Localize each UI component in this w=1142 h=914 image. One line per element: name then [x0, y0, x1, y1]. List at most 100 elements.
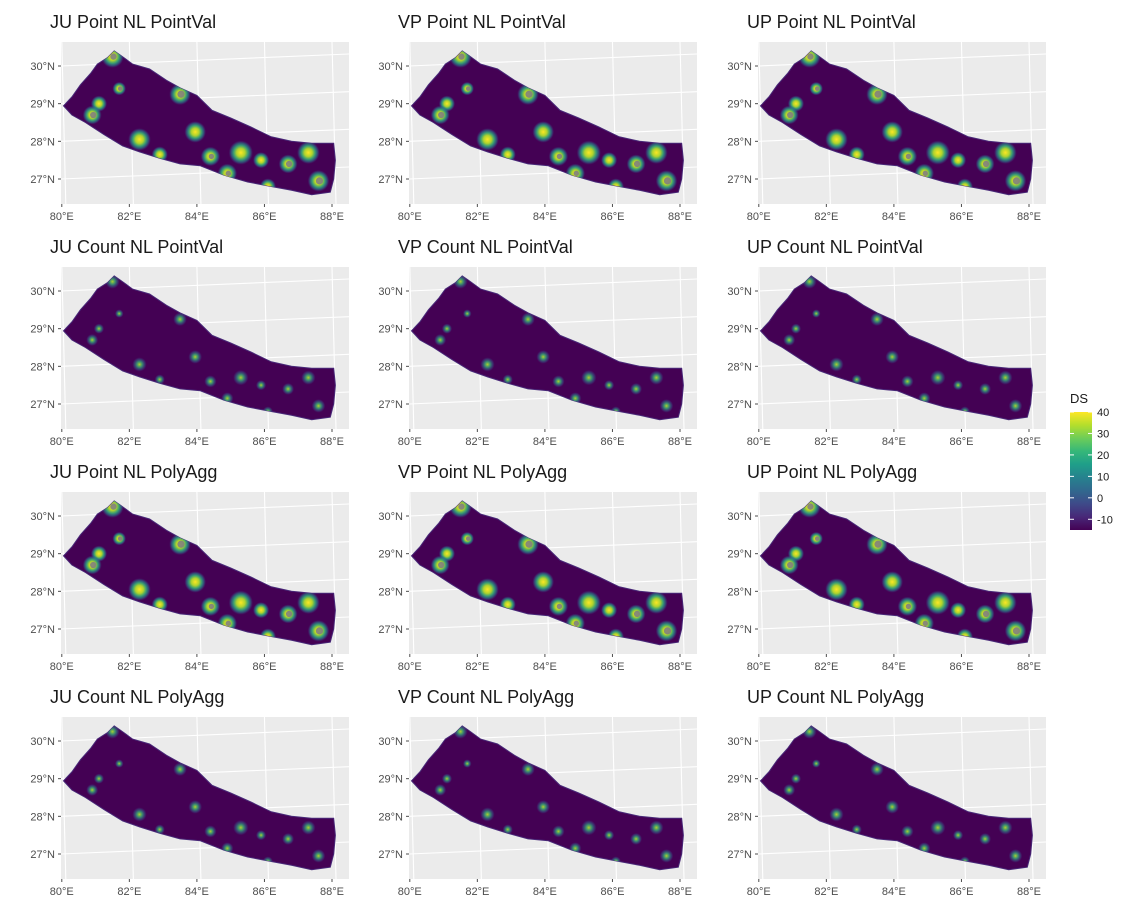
missing-value-area — [525, 540, 533, 548]
missing-value-area — [117, 536, 123, 541]
missing-value-area — [905, 603, 912, 610]
x-tick-label: 88°E — [1017, 661, 1041, 673]
hotspot — [128, 128, 151, 151]
plot-area — [61, 492, 349, 654]
hotspot — [952, 830, 964, 841]
x-axis: 80°E 82°E 84°E 86°E 88°E — [398, 429, 692, 448]
y-tick-label: 27°N — [727, 849, 752, 861]
missing-value-area — [458, 503, 465, 510]
hotspot — [600, 602, 618, 619]
x-tick-label: 84°E — [185, 661, 209, 673]
missing-value-area — [905, 153, 912, 160]
x-tick-label: 88°E — [320, 661, 344, 673]
hotspots — [783, 725, 1023, 867]
x-tick-label: 82°E — [814, 886, 838, 898]
x-axis: 80°E 82°E 84°E 86°E 88°E — [50, 879, 344, 898]
missing-value-area — [117, 86, 123, 91]
x-tick-label: 88°E — [668, 211, 692, 223]
y-axis: 30°N 29°N 28°N 27°N — [727, 61, 758, 186]
hotspot — [994, 141, 1017, 164]
y-tick-label: 28°N — [378, 811, 403, 823]
hotspot — [581, 369, 597, 386]
y-tick-label: 29°N — [30, 99, 55, 111]
x-tick-label: 88°E — [1017, 211, 1041, 223]
y-tick-label: 30°N — [30, 61, 55, 73]
hotspot — [441, 323, 453, 334]
x-tick-label: 80°E — [747, 211, 771, 223]
x-axis: 80°E 82°E 84°E 86°E 88°E — [398, 879, 692, 898]
map-panel: UP Point NL PointVal 80°E 82°E 84°E 86°E… — [727, 12, 1046, 223]
missing-value-area — [285, 160, 293, 168]
map-panel: VP Point NL PointVal 80°E 82°E 84°E 86°E… — [378, 12, 697, 223]
hotspot — [885, 800, 900, 814]
legend-label: 30 — [1097, 428, 1109, 440]
panel-title: JU Count NL PointVal — [50, 237, 223, 257]
y-tick-label: 27°N — [378, 174, 403, 186]
hotspot — [233, 369, 249, 386]
y-axis: 30°N 29°N 28°N 27°N — [30, 511, 61, 636]
hotspot — [114, 759, 124, 768]
y-axis: 30°N 29°N 28°N 27°N — [727, 286, 758, 411]
x-tick-label: 82°E — [814, 436, 838, 448]
hotspot — [132, 357, 147, 372]
hotspot — [783, 334, 796, 346]
y-axis: 30°N 29°N 28°N 27°N — [378, 61, 409, 186]
x-tick-label: 86°E — [600, 661, 624, 673]
x-tick-label: 80°E — [747, 886, 771, 898]
y-tick-label: 27°N — [727, 399, 752, 411]
plot-area — [409, 717, 697, 879]
y-tick-label: 30°N — [727, 286, 752, 298]
y-tick-label: 29°N — [727, 324, 752, 336]
plot-area — [758, 267, 1046, 429]
x-tick-label: 86°E — [252, 886, 276, 898]
country-map — [410, 50, 684, 196]
x-tick-label: 86°E — [600, 211, 624, 223]
y-tick-label: 30°N — [30, 736, 55, 748]
hotspot — [829, 357, 844, 372]
colorbar — [1070, 412, 1092, 530]
colorbar-legend: DS 40 30 20 10 0 -10 — [1070, 391, 1113, 530]
hotspot — [521, 762, 535, 777]
y-axis: 30°N 29°N 28°N 27°N — [30, 736, 61, 861]
map-panel: JU Point NL PointVal 80°E 82°E 84°E 86°E… — [30, 12, 349, 223]
hotspot — [645, 591, 668, 614]
hotspot — [930, 369, 946, 386]
x-tick-label: 82°E — [465, 211, 489, 223]
map-panel: UP Count NL PolyAgg 80°E 82°E 84°E 86°E … — [727, 687, 1046, 898]
hotspot — [502, 374, 513, 385]
hotspot — [128, 578, 151, 601]
x-tick-label: 82°E — [117, 886, 141, 898]
map-panel: JU Point NL PolyAgg 80°E 82°E 84°E 86°E … — [30, 462, 349, 673]
y-tick-label: 28°N — [30, 811, 55, 823]
hotspot — [949, 602, 967, 619]
hotspot — [301, 820, 316, 835]
grid-line-meridian — [409, 717, 415, 879]
grid-line-meridian — [679, 42, 685, 204]
x-axis: 80°E 82°E 84°E 86°E 88°E — [398, 654, 692, 673]
y-tick-label: 30°N — [378, 286, 403, 298]
grid-line-meridian — [409, 267, 415, 429]
missing-value-area — [458, 53, 465, 60]
hotspot — [885, 350, 900, 364]
hotspot — [255, 830, 267, 841]
hotspot — [536, 800, 551, 814]
missing-value-area — [787, 111, 794, 119]
hotspot — [434, 784, 447, 796]
hotspot — [255, 380, 267, 391]
hotspot — [114, 309, 124, 318]
y-tick-label: 27°N — [378, 399, 403, 411]
y-axis: 30°N 29°N 28°N 27°N — [30, 286, 61, 411]
hotspot — [998, 370, 1013, 385]
missing-value-area — [1012, 627, 1021, 635]
missing-value-area — [814, 86, 820, 91]
missing-value-area — [315, 177, 324, 185]
missing-value-area — [556, 603, 563, 610]
y-tick-label: 30°N — [727, 736, 752, 748]
plot-area — [409, 42, 697, 204]
y-tick-label: 28°N — [378, 136, 403, 148]
map-panel: UP Point NL PolyAgg 80°E 82°E 84°E 86°E … — [727, 462, 1046, 673]
grid-line-meridian — [1028, 492, 1034, 654]
x-tick-label: 86°E — [600, 886, 624, 898]
hotspot — [825, 578, 848, 601]
x-tick-label: 80°E — [50, 661, 74, 673]
